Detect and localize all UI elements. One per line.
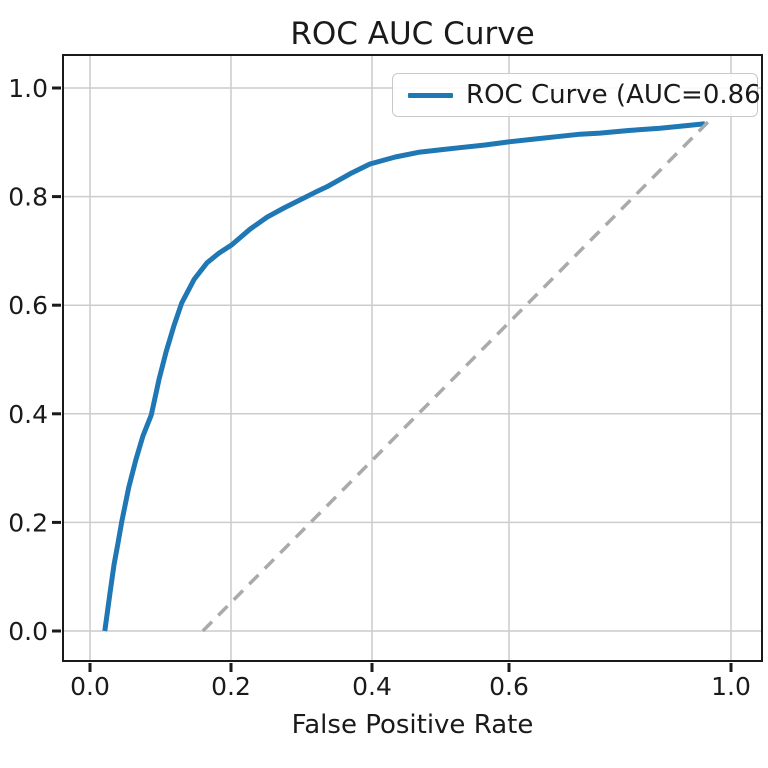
- x-tick-label: 0.6: [489, 672, 529, 701]
- y-tick-label: 1.0: [8, 74, 48, 103]
- y-tick-label: 0.4: [8, 400, 48, 429]
- x-tick-label: 0.4: [352, 672, 392, 701]
- x-axis-label: False Positive Rate: [291, 710, 534, 740]
- x-tick-label: 0.0: [70, 672, 110, 701]
- legend-label: ROC Curve (AUC=0.86: [466, 80, 761, 110]
- chart-title: ROC AUC Curve: [290, 16, 535, 52]
- roc-curve-line: [102, 121, 706, 632]
- y-tick-label: 0.6: [8, 291, 48, 320]
- y-tick-label: 0.2: [8, 508, 48, 537]
- plot-border: [62, 54, 763, 662]
- diagonal-reference-line: [201, 117, 713, 633]
- legend-line-swatch: [408, 92, 453, 98]
- y-tick-label: 0.8: [8, 183, 48, 212]
- legend: ROC Curve (AUC=0.86: [392, 73, 761, 117]
- y-tick-label: 0.0: [8, 617, 48, 646]
- x-tick-label: 1.0: [711, 672, 751, 701]
- x-tick-label: 0.2: [211, 672, 251, 701]
